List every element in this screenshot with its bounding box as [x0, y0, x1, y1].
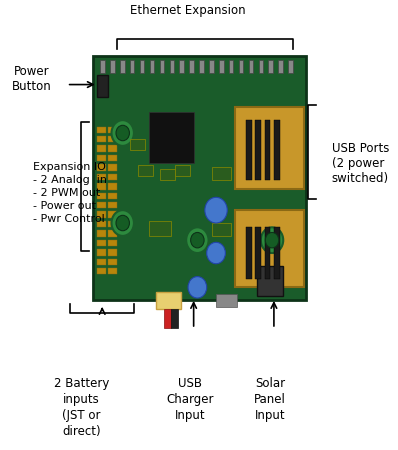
- Bar: [189, 60, 194, 73]
- Bar: [97, 136, 106, 143]
- Bar: [259, 60, 263, 73]
- Bar: [97, 126, 106, 133]
- Bar: [108, 230, 117, 237]
- Bar: [274, 120, 279, 180]
- Bar: [108, 126, 117, 133]
- Text: Expansion IO
- 2 Analog  in
- 2 PWM out
- Power out
- Pwr Control: Expansion IO - 2 Analog in - 2 PWM out -…: [33, 162, 107, 225]
- Bar: [265, 227, 270, 279]
- Bar: [199, 60, 204, 73]
- Circle shape: [111, 120, 134, 146]
- Bar: [246, 227, 252, 279]
- Bar: [239, 60, 243, 73]
- Circle shape: [191, 233, 204, 248]
- Bar: [108, 268, 117, 274]
- Text: Ethernet Expansion: Ethernet Expansion: [130, 4, 246, 17]
- Text: USB
Charger
Input: USB Charger Input: [166, 378, 214, 423]
- Bar: [212, 167, 231, 180]
- Circle shape: [265, 233, 279, 248]
- Circle shape: [111, 210, 134, 236]
- Bar: [108, 212, 117, 218]
- Bar: [108, 249, 117, 256]
- Circle shape: [205, 197, 227, 223]
- Text: 2 Battery
inputs
(JST or
direct): 2 Battery inputs (JST or direct): [54, 378, 109, 438]
- Bar: [97, 221, 106, 227]
- Bar: [100, 60, 105, 73]
- Circle shape: [261, 227, 283, 253]
- Bar: [140, 60, 144, 73]
- Bar: [257, 266, 283, 296]
- Bar: [160, 60, 164, 73]
- Bar: [235, 107, 304, 189]
- Bar: [246, 120, 252, 180]
- Bar: [97, 145, 106, 152]
- Text: Solar
Panel
Input: Solar Panel Input: [254, 378, 286, 423]
- Bar: [108, 259, 117, 265]
- Bar: [171, 309, 178, 328]
- Bar: [175, 165, 190, 176]
- Text: Power
Button: Power Button: [12, 64, 51, 93]
- Bar: [97, 202, 106, 208]
- Bar: [288, 60, 293, 73]
- Bar: [149, 112, 194, 163]
- Bar: [108, 155, 117, 161]
- Bar: [108, 183, 117, 189]
- Bar: [219, 60, 224, 73]
- Bar: [97, 155, 106, 161]
- Bar: [209, 60, 214, 73]
- Bar: [212, 223, 231, 236]
- Bar: [150, 60, 154, 73]
- Text: USB Ports
(2 power
switched): USB Ports (2 power switched): [332, 141, 389, 184]
- Bar: [108, 174, 117, 180]
- Bar: [108, 221, 117, 227]
- Bar: [216, 294, 236, 306]
- Bar: [130, 60, 135, 73]
- Bar: [255, 227, 261, 279]
- Bar: [269, 60, 273, 73]
- Bar: [97, 268, 106, 274]
- Circle shape: [116, 125, 129, 141]
- Bar: [108, 136, 117, 143]
- Bar: [97, 193, 106, 199]
- Circle shape: [207, 242, 225, 264]
- Bar: [108, 240, 117, 246]
- Bar: [278, 60, 283, 73]
- Bar: [108, 202, 117, 208]
- Bar: [108, 164, 117, 171]
- Circle shape: [188, 277, 207, 298]
- Bar: [97, 164, 106, 171]
- Bar: [97, 174, 106, 180]
- Bar: [97, 75, 108, 97]
- Bar: [160, 170, 175, 180]
- Bar: [110, 60, 115, 73]
- Bar: [120, 60, 125, 73]
- Bar: [97, 240, 106, 246]
- Bar: [138, 165, 152, 176]
- Bar: [274, 227, 279, 279]
- Bar: [108, 145, 117, 152]
- Bar: [156, 292, 181, 309]
- Polygon shape: [93, 56, 306, 300]
- Bar: [229, 60, 233, 73]
- Bar: [97, 249, 106, 256]
- Bar: [97, 183, 106, 189]
- Bar: [179, 60, 184, 73]
- Circle shape: [116, 215, 129, 231]
- Circle shape: [186, 227, 209, 253]
- Bar: [170, 60, 174, 73]
- Bar: [97, 230, 106, 237]
- Bar: [149, 221, 171, 236]
- Bar: [249, 60, 253, 73]
- Bar: [164, 309, 170, 328]
- Bar: [97, 259, 106, 265]
- Bar: [255, 120, 261, 180]
- Bar: [97, 212, 106, 218]
- Bar: [235, 210, 304, 287]
- Bar: [108, 193, 117, 199]
- Bar: [265, 120, 270, 180]
- Bar: [130, 140, 145, 150]
